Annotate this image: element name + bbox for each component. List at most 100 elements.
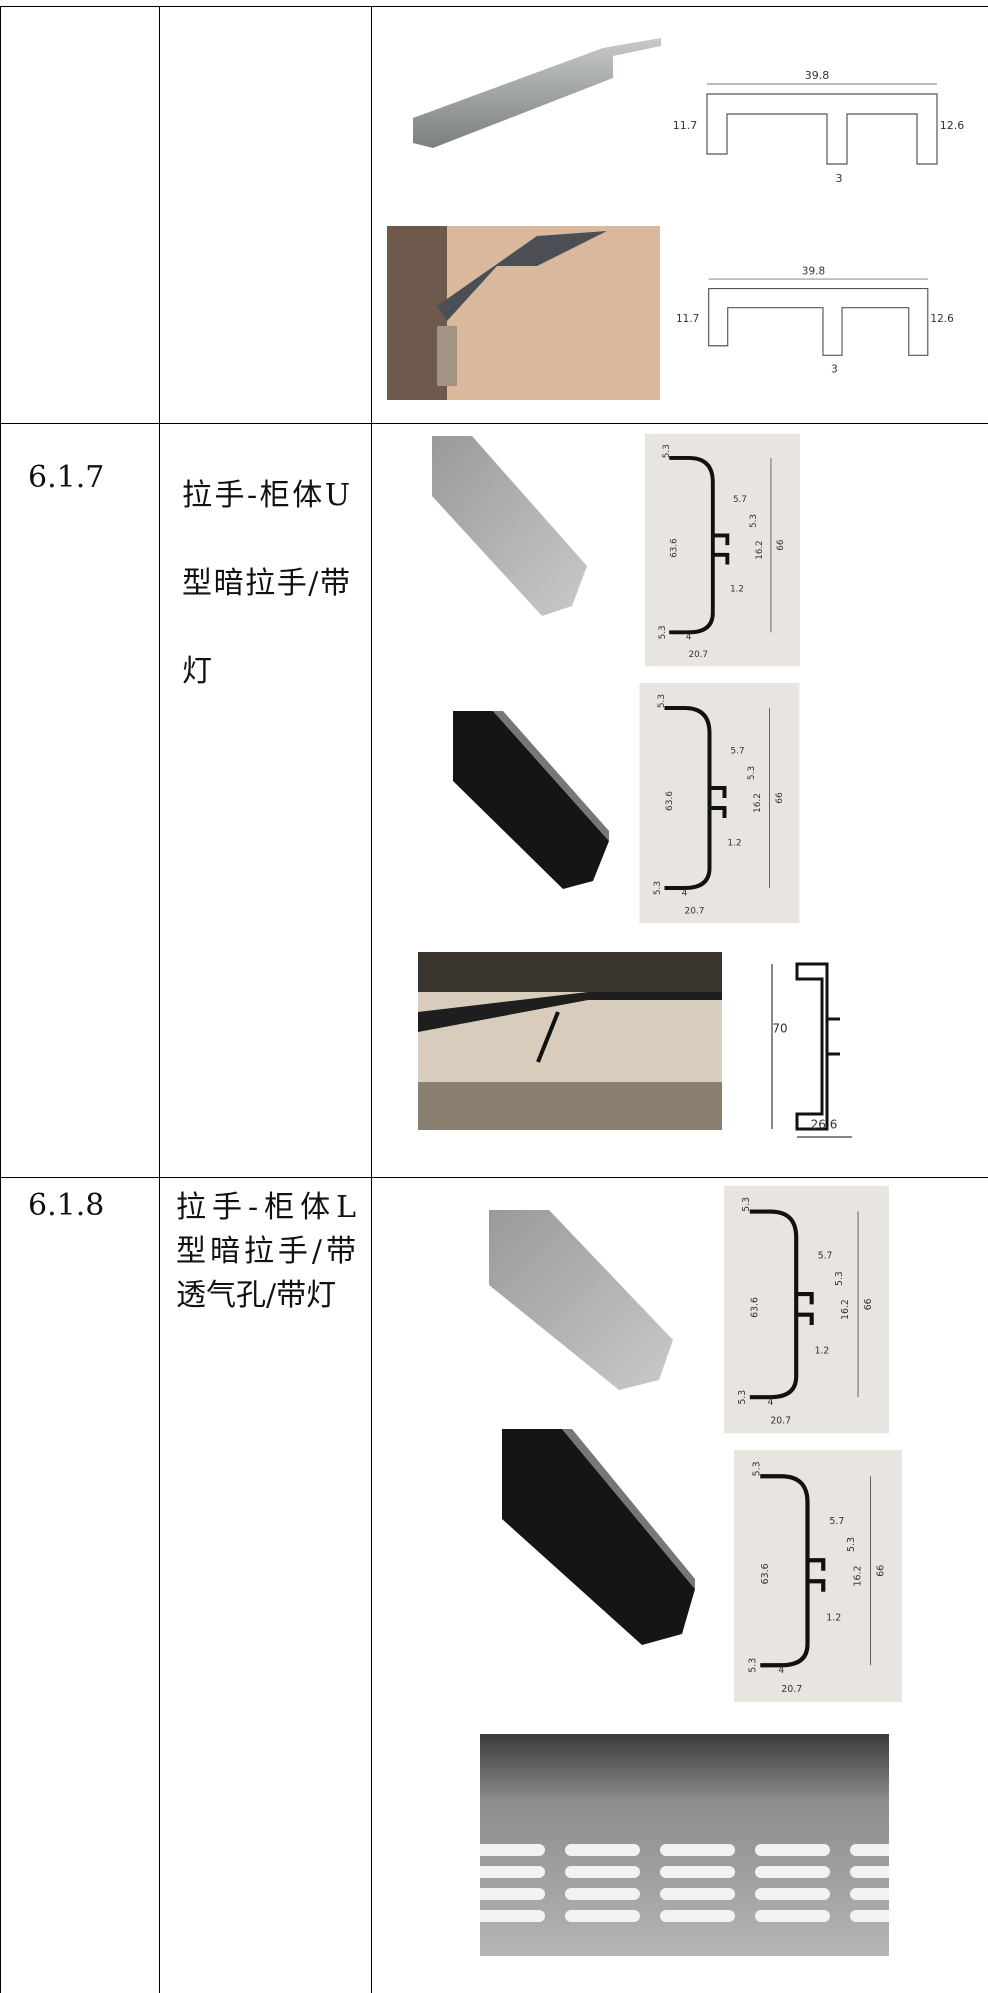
dimension-label: 12.6	[930, 313, 953, 325]
dimension-label: 5.7	[829, 1516, 844, 1527]
dimension-label: 66	[776, 540, 786, 551]
profile-outline	[708, 288, 929, 356]
item-name: 拉手-柜体L型暗拉手/带透气孔/带灯	[176, 1190, 356, 1313]
vent-slot	[755, 1888, 830, 1900]
dimension-label: 20.7	[684, 907, 704, 917]
table-border	[0, 6, 988, 7]
dimension-label: 66	[876, 1565, 887, 1577]
vent-slot	[480, 1888, 545, 1900]
dimension-label: 5.7	[733, 495, 747, 505]
dimension-label: 1.2	[826, 1613, 841, 1624]
vent-slot	[565, 1888, 640, 1900]
dimension-label: 1.2	[815, 1345, 830, 1356]
drawing-background	[724, 1185, 889, 1434]
dimension-label: 1.2	[727, 839, 741, 849]
kitchen-photo	[418, 952, 722, 1130]
cabinet-photo	[387, 226, 660, 400]
vent-slot	[660, 1866, 735, 1878]
vent-slot	[755, 1910, 830, 1922]
vent-slot	[850, 1866, 889, 1878]
dimension-label: 63.6	[749, 1297, 760, 1318]
dimension-label: 5.3	[653, 881, 663, 895]
dimension-label: 16.2	[755, 540, 765, 559]
dimension-label: 1.2	[730, 584, 744, 594]
profile-drawing: 70 26.6	[771, 962, 852, 1138]
dimension-label: 11.7	[673, 119, 698, 132]
dimension-label: 70	[772, 1022, 787, 1036]
item-number: 6.1.8	[28, 1188, 105, 1223]
item-number: 6.1.7	[28, 460, 105, 495]
vent-photo	[480, 1734, 889, 1956]
dimension-label: 5.3	[737, 1390, 748, 1405]
dimension-label: 5.3	[747, 766, 757, 780]
vent-slot	[480, 1866, 545, 1878]
dimension-label: 4	[767, 1397, 773, 1408]
dimension-label: 5.7	[730, 747, 744, 757]
dimension-label: 5.3	[846, 1537, 857, 1552]
vent-slot	[755, 1866, 830, 1878]
vent-slot	[565, 1866, 640, 1878]
vent-slot	[850, 1844, 889, 1856]
column-divider	[371, 6, 372, 1993]
handle-photo	[502, 1429, 695, 1645]
dimension-label: 5.3	[658, 625, 668, 639]
dimension-label: 5.3	[662, 444, 672, 458]
dimension-label: 5.3	[749, 514, 759, 528]
handle-photo	[453, 711, 609, 889]
dimension-label: 5.3	[747, 1658, 758, 1673]
dimension-label: 4	[686, 633, 692, 643]
profile-outline	[669, 456, 730, 635]
vent-slot	[480, 1844, 545, 1856]
dimension-label: 63.6	[670, 538, 680, 557]
profile-outline	[795, 962, 840, 1131]
item-name: 拉手-柜体U型暗拉手/带灯	[182, 478, 350, 689]
dimension-label: 63.6	[760, 1563, 771, 1584]
profile-drawing: 39.8 11.7 12.6 3	[676, 265, 954, 375]
dimension-label: 5.7	[818, 1250, 833, 1261]
dimension-label: 66	[775, 792, 785, 804]
dimension-label: 5.3	[834, 1271, 845, 1286]
row-divider	[0, 1177, 988, 1178]
table-border	[0, 6, 1, 1993]
dimension-label: 5.3	[657, 694, 667, 708]
profile-outline	[749, 1209, 814, 1400]
vent-slot	[850, 1888, 889, 1900]
vent-slot	[480, 1910, 545, 1922]
drawing-background	[645, 433, 800, 667]
dimension-label: 4	[682, 889, 688, 899]
profile-drawing: 39.8 11.7 12.6 3	[673, 69, 965, 185]
handle-photo	[413, 38, 661, 148]
dimension-label: 16.2	[840, 1299, 851, 1320]
dimension-label: 26.6	[811, 1118, 838, 1132]
profile-outline	[664, 706, 727, 890]
dimension-label: 3	[836, 172, 843, 185]
dimension-label: 16.2	[753, 793, 763, 813]
dimension-label: 16.2	[852, 1565, 863, 1586]
dimension-label: 11.7	[676, 313, 699, 325]
vent-slot	[850, 1910, 889, 1922]
dimension-label: 12.6	[940, 119, 965, 132]
vent-slot	[565, 1910, 640, 1922]
drawing-background	[734, 1450, 902, 1702]
drawing-background	[639, 683, 800, 923]
vent-slot	[565, 1844, 640, 1856]
dimension-label: 20.7	[689, 650, 708, 660]
vent-slot	[660, 1844, 735, 1856]
dimension-label: 4	[778, 1665, 784, 1676]
row-divider	[0, 423, 988, 424]
dimension-label: 20.7	[770, 1415, 791, 1426]
dimension-label: 66	[863, 1298, 874, 1310]
vent-slot	[660, 1888, 735, 1900]
dimension-label: 5.3	[741, 1197, 752, 1212]
vent-slot	[755, 1844, 830, 1856]
dimension-label: 39.8	[802, 265, 825, 277]
handle-photo	[432, 436, 587, 616]
column-divider	[159, 6, 160, 1993]
dimension-label: 20.7	[781, 1684, 802, 1695]
profile-outline	[706, 93, 938, 165]
